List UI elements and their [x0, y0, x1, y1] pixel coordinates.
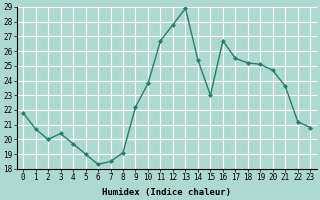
X-axis label: Humidex (Indice chaleur): Humidex (Indice chaleur) — [102, 188, 231, 197]
